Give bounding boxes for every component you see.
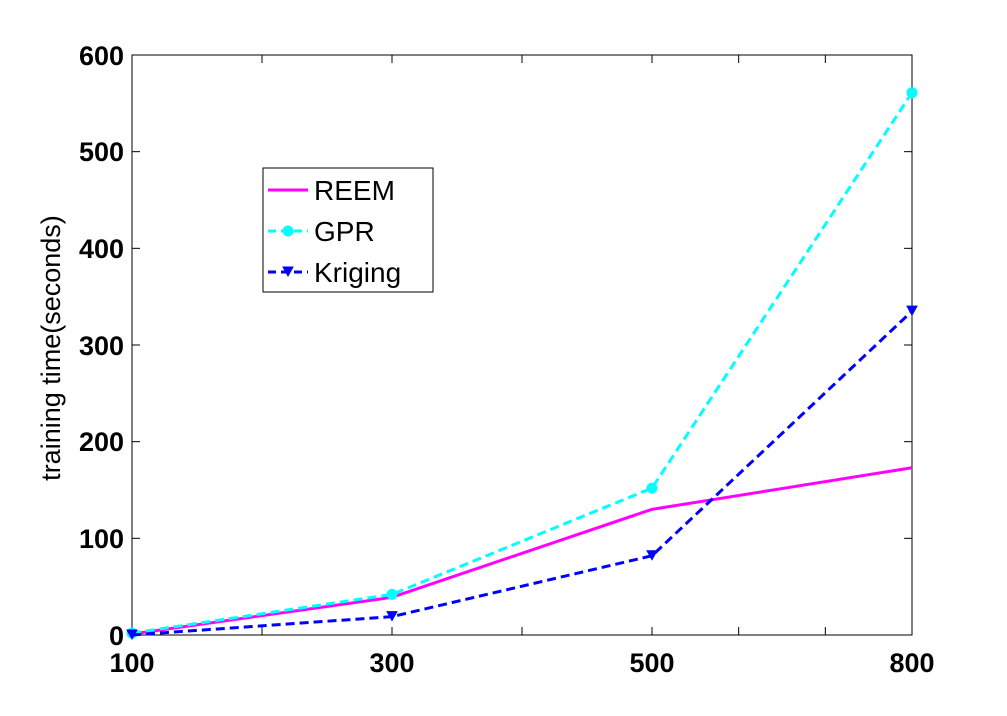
data-point-kriging bbox=[386, 611, 398, 622]
legend-marker-gpr bbox=[282, 225, 294, 237]
series-line-reem bbox=[131, 466, 913, 636]
data-point-kriging bbox=[126, 629, 138, 641]
y-axis-label: training time(seconds) bbox=[36, 215, 66, 481]
x-tick-label: 800 bbox=[889, 648, 934, 678]
legend: REEM GPR Kriging bbox=[262, 167, 434, 293]
y-tick-label: 0 bbox=[109, 621, 124, 651]
data-point-kriging bbox=[646, 550, 658, 561]
y-tick-label: 300 bbox=[79, 331, 124, 361]
legend-marker-kriging bbox=[282, 266, 294, 278]
ticks-layer bbox=[131, 54, 913, 636]
y-tick-label: 400 bbox=[79, 234, 124, 264]
x-tick-label: 300 bbox=[369, 648, 414, 678]
y-tick-label: 500 bbox=[79, 137, 124, 167]
legend-label-kriging: Kriging bbox=[314, 257, 401, 288]
y-tick-label: 200 bbox=[79, 427, 124, 457]
legend-item-kriging: Kriging bbox=[268, 257, 401, 288]
y-tick-label: 600 bbox=[79, 41, 124, 71]
x-tick-labels: 100 300 500 800 bbox=[109, 648, 934, 678]
series-line-gpr bbox=[131, 91, 914, 635]
data-point-gpr bbox=[386, 588, 398, 600]
data-point-gpr bbox=[906, 87, 918, 99]
legend-item-gpr: GPR bbox=[268, 216, 375, 247]
x-tick-label: 100 bbox=[109, 648, 154, 678]
x-tick-label: 500 bbox=[629, 648, 674, 678]
legend-label-gpr: GPR bbox=[314, 216, 375, 247]
legend-label-reem: REEM bbox=[314, 175, 395, 206]
data-point-kriging bbox=[906, 305, 918, 317]
plot-area bbox=[126, 54, 918, 641]
y-tick-label: 100 bbox=[79, 524, 124, 554]
legend-item-reem: REEM bbox=[268, 175, 395, 206]
y-tick-labels: 0 100 200 300 400 500 600 bbox=[79, 41, 124, 651]
data-point-gpr bbox=[646, 482, 658, 494]
series-layer bbox=[126, 87, 918, 641]
axes-frame bbox=[131, 54, 913, 636]
series-line-kriging bbox=[131, 310, 914, 637]
